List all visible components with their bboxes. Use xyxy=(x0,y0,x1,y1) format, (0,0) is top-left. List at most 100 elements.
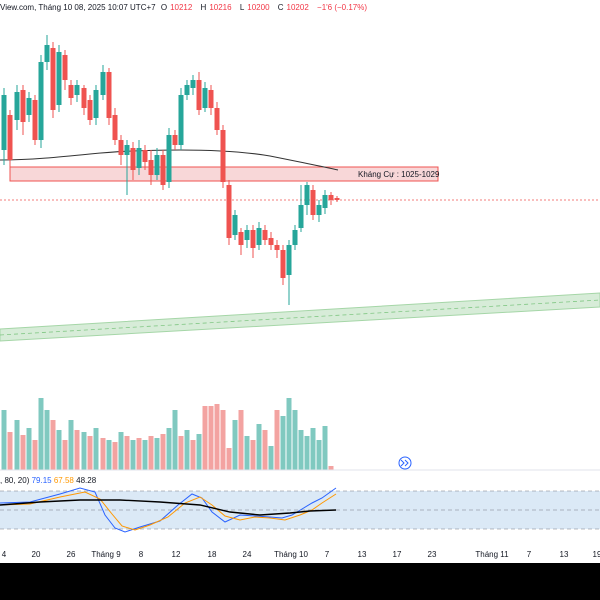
candle xyxy=(148,150,154,185)
time-axis-label: 23 xyxy=(427,550,437,559)
time-axis-label: 17 xyxy=(392,550,402,559)
candle xyxy=(112,108,118,145)
candle xyxy=(256,222,262,250)
candle xyxy=(280,245,286,285)
volume-bar xyxy=(130,440,136,470)
close-value: 10202 xyxy=(286,3,309,12)
candle xyxy=(244,225,250,248)
time-axis-label: 18 xyxy=(207,550,217,559)
open-value: 10212 xyxy=(170,3,193,12)
candle xyxy=(208,85,214,115)
candle xyxy=(7,110,13,170)
candle xyxy=(214,102,220,135)
volume-bar xyxy=(81,432,87,470)
volume-bar xyxy=(208,406,214,470)
candle xyxy=(166,128,172,188)
candle xyxy=(286,240,292,305)
time-axis-label: 8 xyxy=(138,550,144,559)
time-axis-label: 26 xyxy=(66,550,76,559)
candle xyxy=(50,42,56,118)
candle xyxy=(56,45,62,112)
double-chevron-right-icon xyxy=(400,459,409,467)
volume-bar xyxy=(7,432,13,470)
candle xyxy=(68,80,74,105)
candle xyxy=(81,85,87,115)
chart-area[interactable]: Kháng Cự : 1025-1029 xyxy=(0,0,600,563)
candle xyxy=(310,185,316,220)
candle xyxy=(262,225,268,245)
volume-bar xyxy=(268,446,274,470)
candle xyxy=(238,228,244,255)
candle xyxy=(154,148,160,180)
candle xyxy=(274,240,280,258)
volume-bar xyxy=(274,410,280,470)
candle xyxy=(184,80,190,100)
volume-bar xyxy=(184,430,190,470)
stoch-k-line xyxy=(0,487,337,533)
time-axis-label: 24 xyxy=(242,550,252,559)
candle xyxy=(32,95,38,145)
candle xyxy=(160,150,166,190)
source-date: View.com, Tháng 10 08, 2025 10:07 UTC+7 xyxy=(0,3,156,12)
volume-bar xyxy=(106,440,112,470)
time-axis-label: 20 xyxy=(31,550,41,559)
candle xyxy=(87,95,93,125)
volume-bar xyxy=(62,440,68,470)
volume-bar xyxy=(256,424,262,470)
volume-bar xyxy=(316,440,322,470)
stoch-params: , 80, 20) xyxy=(0,476,30,485)
volume-bar xyxy=(112,442,118,470)
time-axis[interactable]: 4 20 26 Tháng 9 8 12 18 24 Tháng 10 7 13… xyxy=(0,546,600,563)
volume-bar xyxy=(50,420,56,470)
candle xyxy=(226,180,232,245)
candle xyxy=(20,85,26,135)
volume-bar xyxy=(100,438,106,470)
candle xyxy=(250,225,256,258)
stochastic-pane xyxy=(0,487,600,533)
candle xyxy=(172,130,178,150)
volume-bar xyxy=(262,430,268,470)
candle xyxy=(130,142,136,180)
candle xyxy=(232,210,238,240)
time-axis-label: 13 xyxy=(559,550,569,559)
candle xyxy=(316,200,322,222)
volume-bar xyxy=(226,448,232,470)
time-axis-label: 12 xyxy=(171,550,181,559)
candlesticks xyxy=(1,35,340,305)
candle xyxy=(328,192,334,205)
candle xyxy=(124,140,130,195)
candle xyxy=(44,35,50,70)
candle xyxy=(62,50,68,90)
volume-bar xyxy=(196,434,202,470)
candle xyxy=(106,68,112,125)
candle xyxy=(118,135,124,165)
volume-bar xyxy=(154,438,160,470)
candle xyxy=(178,88,184,150)
volume-bar xyxy=(74,430,80,470)
high-value: 10216 xyxy=(209,3,232,12)
volume-bar xyxy=(322,426,328,470)
price-chart[interactable]: Kháng Cự : 1025-1029 xyxy=(0,0,600,563)
candle xyxy=(142,145,148,170)
volume-bar xyxy=(232,420,238,470)
volume-bar xyxy=(250,440,256,470)
candle xyxy=(298,185,304,232)
volume-bar xyxy=(20,435,26,470)
stoch-d-line xyxy=(0,491,337,531)
change-value: −1'6 (−0.17%) xyxy=(317,3,368,12)
time-axis-label: Tháng 11 xyxy=(475,550,509,559)
candle xyxy=(304,182,310,215)
candle xyxy=(100,65,106,100)
candle xyxy=(190,75,196,95)
volume-bar xyxy=(124,436,130,470)
volume-bar xyxy=(220,410,226,470)
candle xyxy=(292,225,298,250)
scroll-to-latest-button[interactable] xyxy=(398,456,412,470)
support-channel xyxy=(0,292,600,342)
volume-bar xyxy=(166,428,172,470)
candle xyxy=(196,72,202,115)
time-axis-label: 13 xyxy=(357,550,367,559)
candle xyxy=(38,55,44,148)
volume-bar xyxy=(26,428,32,470)
